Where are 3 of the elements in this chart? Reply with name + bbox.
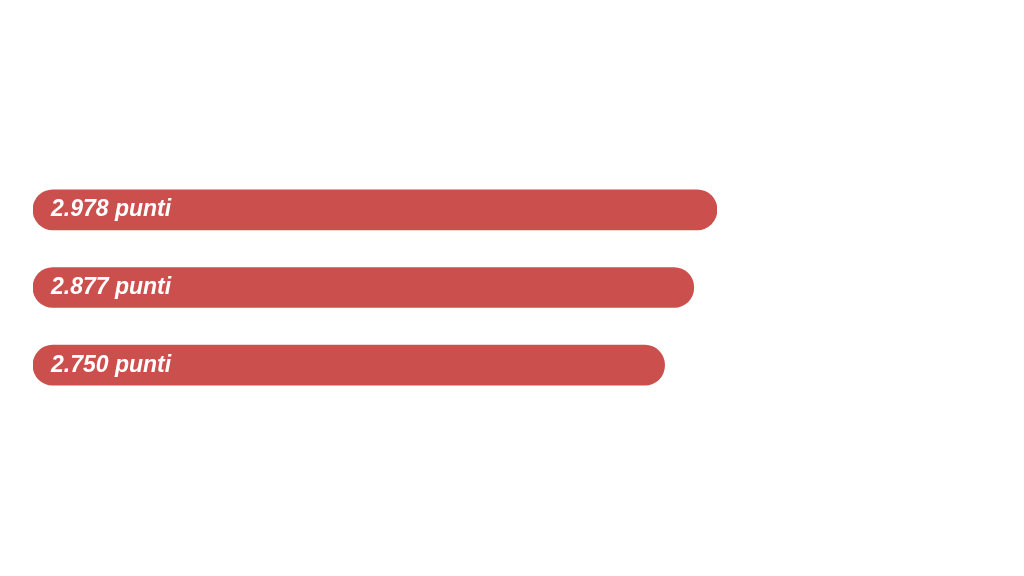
data-label: 2.750 punti: [50, 350, 172, 377]
data-label: 2.978 punti: [50, 195, 172, 222]
data-label: 2.877 punti: [50, 272, 172, 299]
